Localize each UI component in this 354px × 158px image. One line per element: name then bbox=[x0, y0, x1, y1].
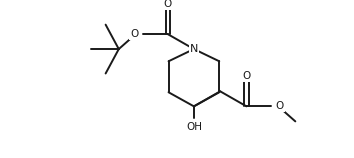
Text: OH: OH bbox=[186, 122, 202, 132]
Text: O: O bbox=[276, 101, 284, 111]
Text: N: N bbox=[190, 44, 198, 54]
Text: O: O bbox=[242, 71, 251, 81]
Text: O: O bbox=[130, 29, 138, 39]
Text: O: O bbox=[164, 0, 172, 9]
